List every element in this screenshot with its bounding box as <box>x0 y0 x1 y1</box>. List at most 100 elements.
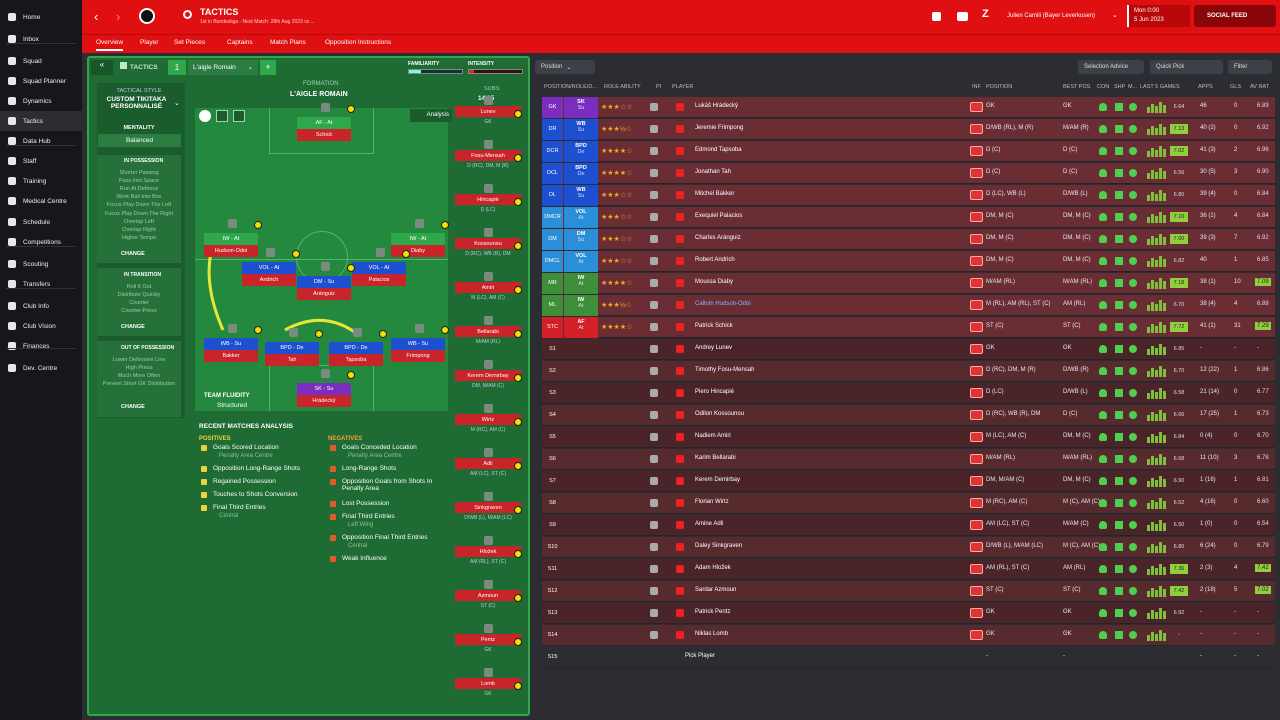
player-instructions-icon[interactable] <box>650 147 658 155</box>
date-box[interactable]: Mon 0:00 5 Jun 2023 <box>1127 5 1190 27</box>
player-instructions-icon[interactable] <box>650 587 658 595</box>
social-feed-button[interactable]: SOCIAL FEED <box>1194 5 1276 27</box>
table-row[interactable]: DCL BPD De ★★★★☆ Jonathan Tah D (C) D (C) 6.56 3… <box>542 162 1275 184</box>
player-name[interactable]: Lukáš Hrádecký <box>695 103 739 109</box>
table-row[interactable]: S14 Niklas Lomb GK GK - - - - <box>542 625 1275 646</box>
slot-label[interactable]: DMCR <box>542 206 563 228</box>
quick-pick-button[interactable]: Quick Pick <box>1150 60 1223 74</box>
slot-label[interactable]: DCR <box>542 140 563 162</box>
manager-name[interactable]: Julien Camili (Bayer Leverkusen) <box>1007 13 1096 19</box>
col-gls[interactable]: GLS <box>1230 84 1242 90</box>
player-name[interactable]: Piero Hincapié <box>695 389 735 395</box>
in-possession-change-button[interactable]: CHANGE <box>121 251 145 257</box>
slot-label[interactable]: S13 <box>547 610 558 616</box>
player-shirt-icon[interactable] <box>289 328 298 337</box>
player-instructions-icon[interactable] <box>650 433 658 441</box>
player-shirt-icon[interactable] <box>228 219 237 228</box>
player-shirt-icon[interactable] <box>321 262 330 271</box>
player-shirt-icon[interactable] <box>266 248 275 257</box>
role-select[interactable]: VOL At <box>564 250 598 272</box>
pitch-role-chip[interactable]: VOL - At <box>242 262 296 274</box>
sub-player-name[interactable]: Kerem Demirbay <box>455 370 521 381</box>
player-instructions-icon[interactable] <box>650 367 658 375</box>
player-instructions-icon[interactable] <box>650 213 658 221</box>
in-transition-change-button[interactable]: CHANGE <box>121 324 145 330</box>
sub-shirt-icon[interactable] <box>484 448 493 457</box>
sidebar-item-finances[interactable]: Finances <box>0 336 82 356</box>
player-name[interactable]: Daley Sinkgraven <box>695 543 743 549</box>
add-tactic-button[interactable]: + <box>260 60 276 75</box>
pitch-role-chip[interactable]: WB - Su <box>204 338 258 350</box>
sidebar-item-squad[interactable]: Squad <box>0 51 82 71</box>
pitch-player-name[interactable]: Hrádecký <box>297 395 351 407</box>
table-row[interactable]: DMCL VOL At ★★★☆☆ Robert Andrich DM, M (C) DM,… <box>542 250 1275 272</box>
pitch-role-chip[interactable]: VOL - At <box>352 262 406 274</box>
player-name[interactable]: Patrick Pentz <box>695 609 731 615</box>
player-name[interactable]: Jeremie Frimpong <box>695 125 744 131</box>
slot-label[interactable]: S8 <box>549 500 556 506</box>
sub-player-name[interactable]: Fosu-Mensah <box>455 150 521 161</box>
table-row[interactable]: S6 Karim Bellarabi M/AM (RL) M/AM (RL) 6.68 1… <box>542 449 1275 470</box>
player-name[interactable]: Moussa Diaby <box>695 279 734 285</box>
sub-player-name[interactable]: Lunev <box>455 106 521 117</box>
sub-player-name[interactable]: Pentz <box>455 634 521 645</box>
sidebar-item-transfers[interactable]: Transfers <box>0 274 82 294</box>
table-row[interactable]: DM DM Su ★★★☆☆ Charles Aránguiz DM, M (C) DM, … <box>542 228 1275 250</box>
collapse-button[interactable]: « <box>91 60 113 75</box>
pitch-player-name[interactable]: Tah <box>265 354 319 366</box>
sub-shirt-icon[interactable] <box>484 272 493 281</box>
player-view-icon[interactable] <box>199 110 211 122</box>
tactic-slot[interactable]: 1 <box>168 60 186 75</box>
pitch-role-chip[interactable]: WB - Su <box>391 338 445 350</box>
sidebar-item-squad-planner[interactable]: Squad Planner <box>0 71 82 91</box>
sidebar-item-tactics[interactable]: Tactics <box>0 111 82 131</box>
player-instructions-icon[interactable] <box>650 103 658 111</box>
col-best-pos[interactable]: BEST POS <box>1063 84 1091 90</box>
col-av-rat[interactable]: AV RAT <box>1250 84 1270 90</box>
slot-label[interactable]: S3 <box>549 390 556 396</box>
player-name[interactable]: Sardar Azmoun <box>695 587 737 593</box>
role-select[interactable]: IW At <box>564 272 598 294</box>
role-select[interactable]: SK Su <box>564 96 598 118</box>
slot-label[interactable]: MR <box>542 272 563 294</box>
player-instructions-icon[interactable] <box>650 543 658 551</box>
player-name[interactable]: Mitchel Bakker <box>695 191 735 197</box>
table-row[interactable]: MR IW At ★★★★☆ Moussa Diaby M/AM (RL) M/AM (RL… <box>542 272 1275 294</box>
club-crest-icon[interactable] <box>139 8 155 24</box>
sidebar-item-club-vision[interactable]: Club Vision <box>0 316 82 336</box>
table-row[interactable]: ML IW At ★★★½☆ Callum Hudson-Odoi M (RL), AM … <box>542 294 1275 316</box>
sub-shirt-icon[interactable] <box>484 668 493 677</box>
sub-player-name[interactable]: Hincapié <box>455 194 521 205</box>
pitch-role-chip[interactable]: DM - Su <box>297 276 351 288</box>
table-row[interactable]: S10 Daley Sinkgraven D/WB (L), M/AM (LC) M … <box>542 537 1275 558</box>
pitch-player-name[interactable]: Frimpong <box>391 350 445 362</box>
table-row[interactable]: DCR BPD De ★★★★☆ Edmond Tapsoba D (C) D (C) 7.0… <box>542 140 1275 162</box>
tab-opposition-instructions[interactable]: Opposition Instructions <box>325 39 392 46</box>
slot-label[interactable]: S5 <box>549 434 556 440</box>
player-instructions-icon[interactable] <box>650 499 658 507</box>
sub-player-name[interactable]: Amiri <box>455 282 521 293</box>
sub-shirt-icon[interactable] <box>484 492 493 501</box>
recent-analysis-title[interactable]: RECENT MATCHES ANALYSIS <box>199 423 294 430</box>
table-row[interactable]: S7 Kerem Demirbay DM, M/AM (C) DM, M (C) 6.9… <box>542 471 1275 492</box>
sub-player-name[interactable]: Wirtz <box>455 414 521 425</box>
player-name[interactable]: Nadiem Amiri <box>695 433 731 439</box>
sidebar-item-scouting[interactable]: Scouting <box>0 254 82 274</box>
tab-overview[interactable]: Overview <box>96 39 124 51</box>
chevron-down-icon[interactable]: ⌄ <box>174 100 180 107</box>
pitch-player-name[interactable]: Aránguiz <box>297 288 351 300</box>
player-instructions-icon[interactable] <box>650 279 658 287</box>
mentality-select[interactable]: Balanced <box>98 134 181 147</box>
slot-label[interactable]: S4 <box>549 412 556 418</box>
table-row[interactable]: DR WB Su ★★★½☆ Jeremie Frimpong D/WB (RL), M … <box>542 118 1275 140</box>
sidebar-item-dev-centre[interactable]: Dev. Centre <box>0 358 82 378</box>
sub-shirt-icon[interactable] <box>484 624 493 633</box>
player-instructions-icon[interactable] <box>650 565 658 573</box>
player-name[interactable]: Edmond Tapsoba <box>695 147 742 153</box>
player-instructions-icon[interactable] <box>650 301 658 309</box>
table-row[interactable]: GK SK Su ★★★☆☆ Lukáš Hrádecký GK GK 6.64 46 0 6.89 <box>542 96 1275 118</box>
positive-item[interactable]: Opposition Long-Range Shots <box>213 465 301 472</box>
slot-label[interactable]: ML <box>542 294 563 316</box>
sidebar-item-club-info[interactable]: Club Info <box>0 296 82 316</box>
forward-icon[interactable]: › <box>116 9 121 24</box>
